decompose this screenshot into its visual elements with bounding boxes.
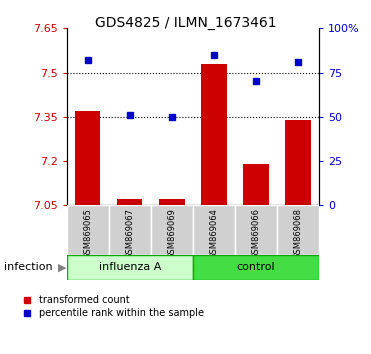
FancyBboxPatch shape: [193, 255, 319, 280]
FancyBboxPatch shape: [109, 205, 151, 255]
Bar: [117, 199, 142, 205]
Text: GSM869069: GSM869069: [167, 208, 176, 259]
Text: GDS4825 / ILMN_1673461: GDS4825 / ILMN_1673461: [95, 16, 276, 30]
FancyBboxPatch shape: [193, 205, 235, 255]
FancyBboxPatch shape: [67, 255, 193, 280]
Text: ▶: ▶: [58, 262, 66, 272]
Bar: [159, 199, 184, 205]
Bar: [243, 164, 269, 205]
Text: GSM869068: GSM869068: [293, 208, 302, 259]
Text: GSM869064: GSM869064: [210, 208, 219, 259]
Text: GSM869067: GSM869067: [125, 208, 134, 259]
Text: GSM869065: GSM869065: [83, 208, 92, 259]
Text: control: control: [237, 262, 275, 272]
Bar: [75, 111, 101, 205]
FancyBboxPatch shape: [151, 205, 193, 255]
Text: infection: infection: [4, 262, 52, 272]
Bar: [285, 120, 311, 205]
Bar: [201, 64, 227, 205]
Text: influenza A: influenza A: [99, 262, 161, 272]
FancyBboxPatch shape: [235, 205, 277, 255]
Text: GSM869066: GSM869066: [252, 208, 260, 259]
FancyBboxPatch shape: [277, 205, 319, 255]
Legend: transformed count, percentile rank within the sample: transformed count, percentile rank withi…: [23, 295, 204, 318]
FancyBboxPatch shape: [67, 205, 109, 255]
